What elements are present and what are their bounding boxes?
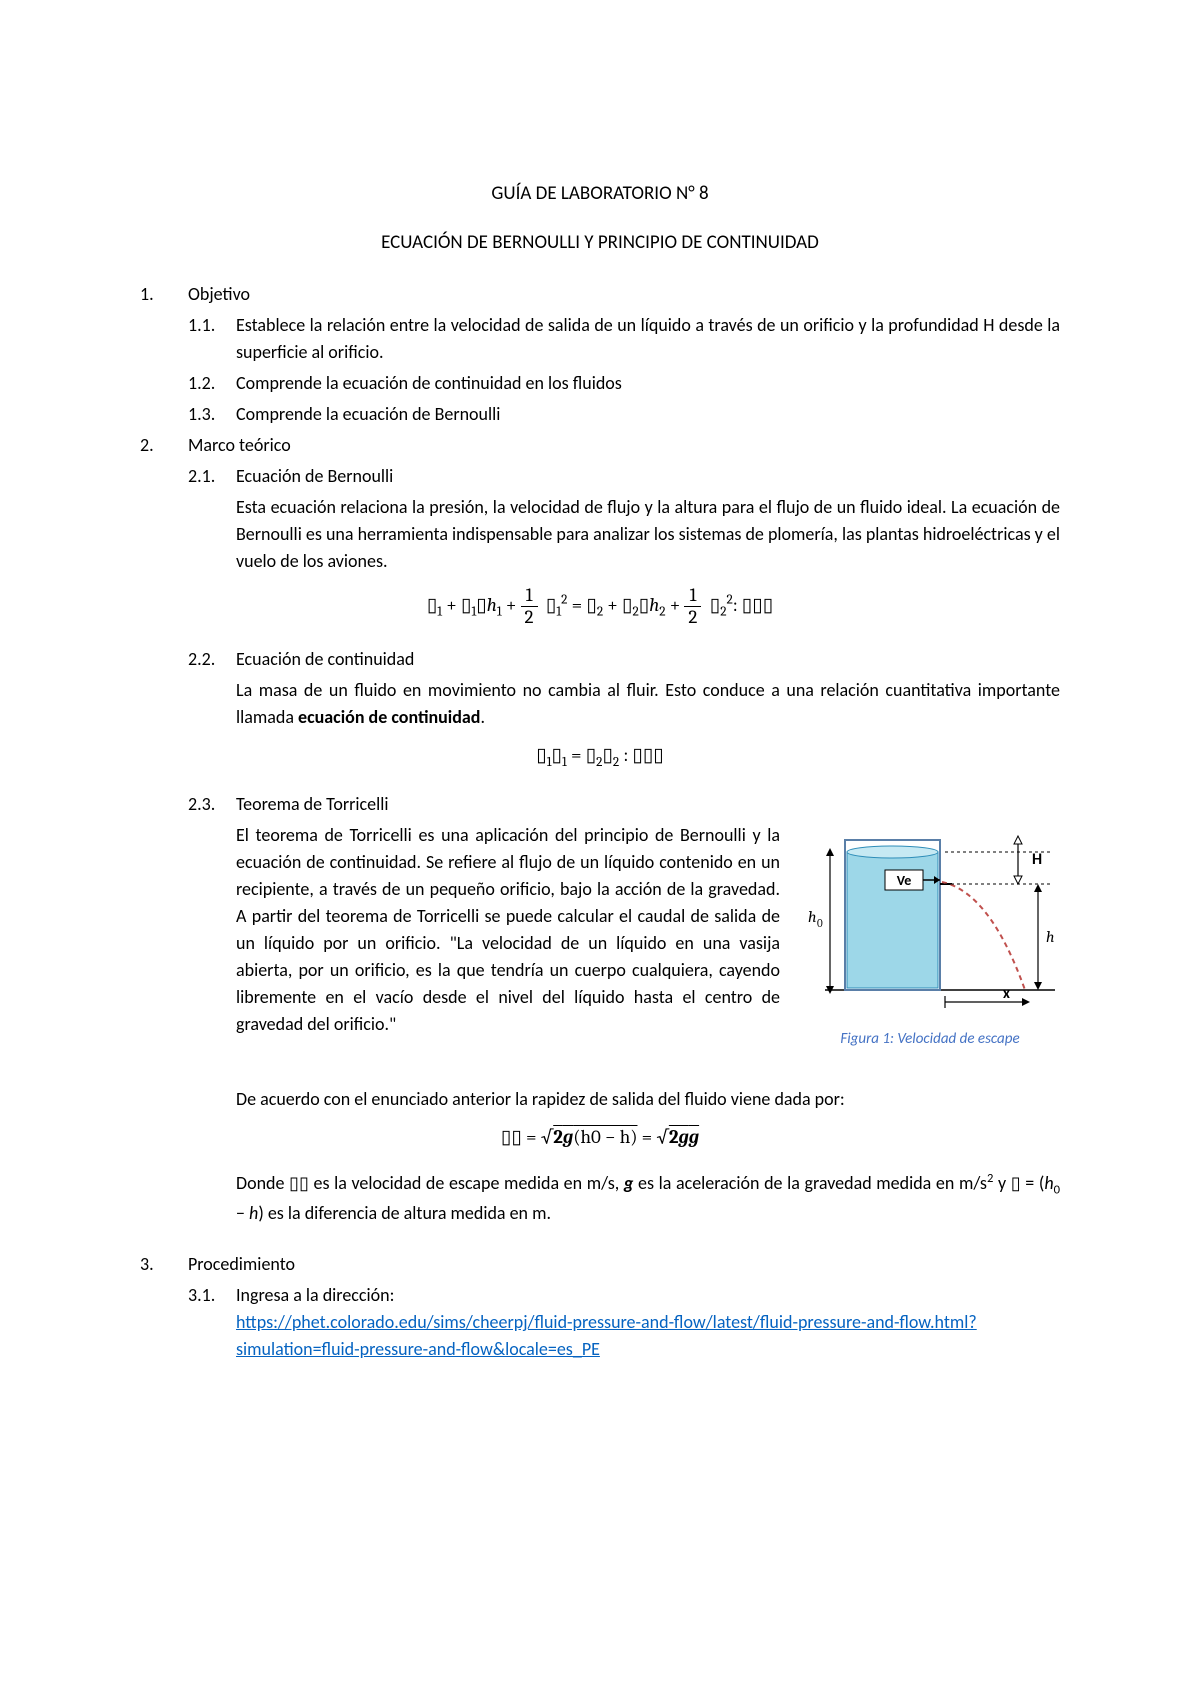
item-2-1-body: Esta ecuación relaciona la presión, la v… xyxy=(140,494,1060,575)
item-3-1-text: Ingresa a la dirección: xyxy=(236,1282,1060,1309)
item-3-1: 3.1. Ingresa a la dirección: https://phe… xyxy=(140,1282,1060,1363)
item-1-1-text: Establece la relación entre la velocidad… xyxy=(236,312,1060,366)
torricelli-block: El teorema de Torricelli es una aplicaci… xyxy=(140,822,1060,1051)
svg-text:h: h xyxy=(808,908,816,926)
section-2-number: 2. xyxy=(140,432,188,459)
svg-text:x: x xyxy=(1003,985,1010,1003)
item-1-2-text: Comprende la ecuación de continuidad en … xyxy=(236,370,1060,397)
torricelli-diagram: Ve H h 0 h xyxy=(800,822,1060,1022)
item-2-2: 2.2. Ecuación de continuidad xyxy=(140,646,1060,673)
section-2-label: Marco teórico xyxy=(188,432,291,459)
torricelli-equation: ▯▯ = √2g(h0 − h) = √2gg xyxy=(140,1123,1060,1152)
item-2-1: 2.1. Ecuación de Bernoulli xyxy=(140,463,1060,490)
continuity-equation: ▯1▯1 = ▯2▯2 : ▯▯▯ xyxy=(140,741,1060,773)
item-2-3-title: Teorema de Torricelli xyxy=(236,791,1060,818)
svg-text:H: H xyxy=(1032,850,1042,869)
item-1-3-text: Comprende la ecuación de Bernoulli xyxy=(236,401,1060,428)
figure-1: Ve H h 0 h xyxy=(800,822,1060,1051)
item-2-2-title: Ecuación de continuidad xyxy=(236,646,1060,673)
item-2-2-number: 2.2. xyxy=(188,646,236,673)
donde-text: Donde ▯▯ es la velocidad de escape medid… xyxy=(140,1170,1060,1227)
section-1-header: 1. Objetivo xyxy=(140,281,1060,308)
item-2-3-number: 2.3. xyxy=(188,791,236,818)
item-1-3: 1.3. Comprende la ecuación de Bernoulli xyxy=(140,401,1060,428)
accord-intro: De acuerdo con el enunciado anterior la … xyxy=(140,1086,1060,1113)
item-2-3: 2.3. Teorema de Torricelli xyxy=(140,791,1060,818)
item-3-1-number: 3.1. xyxy=(188,1282,236,1363)
page-title: GUÍA DE LABORATORIO N° 8 xyxy=(140,180,1060,209)
item-2-3-body: El teorema de Torricelli es una aplicaci… xyxy=(236,822,780,1051)
figure-1-caption: Figura 1: Velocidad de escape xyxy=(800,1028,1060,1051)
svg-text:0: 0 xyxy=(817,917,823,930)
section-3-number: 3. xyxy=(140,1251,188,1278)
item-1-1-number: 1.1. xyxy=(188,312,236,366)
item-1-2: 1.2. Comprende la ecuación de continuida… xyxy=(140,370,1060,397)
bernoulli-equation: ▯1 + ▯1▯h1 + 12 ▯12 = ▯2 + ▯2▯h2 + 12 ▯2… xyxy=(140,585,1060,628)
item-2-2-body: La masa de un fluido en movimiento no ca… xyxy=(140,677,1060,731)
section-2-header: 2. Marco teórico xyxy=(140,432,1060,459)
section-1-number: 1. xyxy=(140,281,188,308)
section-1-label: Objetivo xyxy=(188,281,250,308)
item-1-2-number: 1.2. xyxy=(188,370,236,397)
item-1-1: 1.1. Establece la relación entre la velo… xyxy=(140,312,1060,366)
item-2-1-number: 2.1. xyxy=(188,463,236,490)
svg-text:Ve: Ve xyxy=(897,872,912,889)
phet-link[interactable]: https://phet.colorado.edu/sims/cheerpj/f… xyxy=(236,1311,977,1360)
item-1-3-number: 1.3. xyxy=(188,401,236,428)
svg-text:h: h xyxy=(1046,928,1054,946)
item-2-1-title: Ecuación de Bernoulli xyxy=(236,463,1060,490)
section-3-header: 3. Procedimiento xyxy=(140,1251,1060,1278)
page-subtitle: ECUACIÓN DE BERNOULLI Y PRINCIPIO DE CON… xyxy=(140,229,1060,258)
section-3-label: Procedimiento xyxy=(188,1251,295,1278)
